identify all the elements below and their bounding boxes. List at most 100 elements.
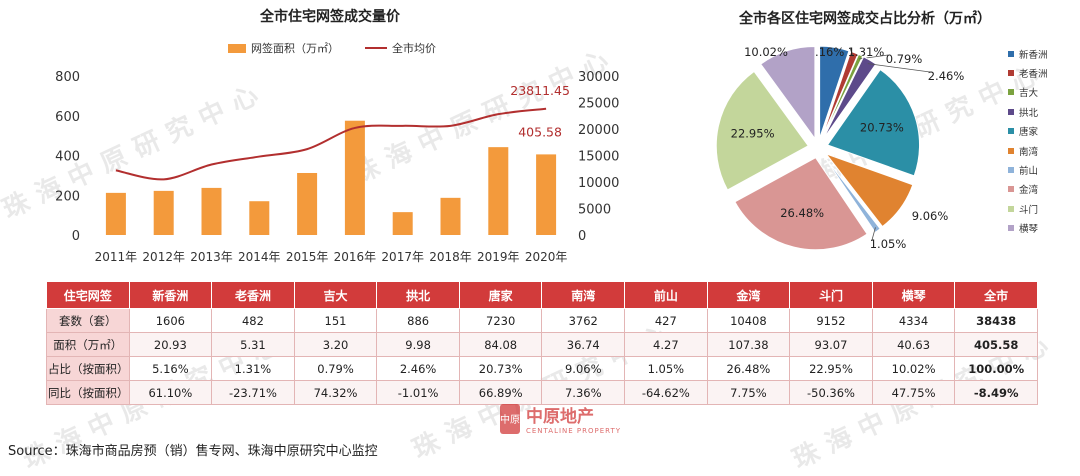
y-right-tick-label: 10000 <box>578 176 619 191</box>
y-right-tick-label: 5000 <box>578 203 611 218</box>
table-cell: 9.98 <box>376 332 460 357</box>
table-cell: 7.75% <box>706 380 791 405</box>
source-note: Source：珠海市商品房预（销）售专网、珠海中原研究中心监控 <box>8 444 378 459</box>
pie-legend-item: 拱北 <box>1008 102 1048 121</box>
table-total-cell: 405.58 <box>954 332 1038 357</box>
table-row: 同比（按面积） 61.10% -23.71% 74.32% -1.01% 66.89% 7.… <box>46 380 1038 405</box>
table-cell: 1.05% <box>624 356 708 381</box>
centaline-logo: 中原 中原地产 CENTALINE PROPERTY <box>500 402 621 435</box>
table-row: 面积（万㎡） 20.93 5.31 3.20 9.98 84.08 36.74 4.27 107… <box>46 332 1038 357</box>
legend-item-price: 全市均价 <box>365 40 436 56</box>
table-cell: 151 <box>293 308 378 333</box>
table-header-cell: 老香洲 <box>211 281 295 309</box>
pie-legend-item: 吉大 <box>1008 83 1048 102</box>
bar <box>440 197 461 235</box>
pie-legend-swatch <box>1008 89 1014 96</box>
x-tick-label: 2012年 <box>142 250 185 264</box>
bar <box>153 190 174 235</box>
table-cell: 10408 <box>706 308 791 333</box>
pie-legend-swatch <box>1008 70 1014 77</box>
pie-legend-item: 新香洲 <box>1008 44 1048 63</box>
x-tick-label: 2014年 <box>238 250 281 264</box>
pie-slice-label: 1.05% <box>870 237 907 251</box>
combo-chart-title: 全市住宅网签成交量价 <box>260 9 400 25</box>
y-left-tick-label: 600 <box>55 110 80 125</box>
pie-legend-item: 金湾 <box>1008 180 1048 199</box>
pie-legend-item: 唐家 <box>1008 122 1048 141</box>
pie-slice <box>821 53 864 140</box>
pie-legend-item: 老香洲 <box>1008 63 1048 82</box>
bar <box>536 154 557 235</box>
table-cell: -50.36% <box>789 380 873 405</box>
pie-legend-label: 老香洲 <box>1019 69 1048 81</box>
table-header-cell: 金湾 <box>706 281 791 309</box>
table-header-cell: 住宅网签 <box>46 281 130 309</box>
pie-slice-label: 20.73% <box>860 121 904 135</box>
table-cell: 5.31 <box>211 332 295 357</box>
table-cell: 36.74 <box>541 332 626 357</box>
y-right-tick-label: 25000 <box>578 97 619 112</box>
table-row-label: 占比（按面积） <box>46 356 130 381</box>
y-left-tick-label: 200 <box>55 189 80 204</box>
table-cell: 66.89% <box>458 380 543 405</box>
y-left-tick-label: 800 <box>55 70 80 85</box>
x-tick-label: 2019年 <box>477 250 520 264</box>
pie-legend-label: 吉大 <box>1019 88 1039 100</box>
pie-legend-label: 新香洲 <box>1019 49 1048 61</box>
legend-swatch-line <box>365 47 387 49</box>
pie-legend-label: 唐家 <box>1019 127 1039 139</box>
table-cell: 427 <box>624 308 708 333</box>
table-row-label: 同比（按面积） <box>46 380 130 405</box>
pie-chart: 5.16% 1.31% 0.79% 2.46% 20.73% 9.06% 1.05% 26.4… <box>715 45 964 251</box>
y-right-tick-label: 0 <box>578 229 586 244</box>
logo-name: 中原地产 <box>526 407 594 427</box>
y-right-tick-label: 30000 <box>578 70 619 85</box>
table-cell: 1.31% <box>211 356 295 381</box>
legend-item-area: 网签面积（万㎡） <box>228 40 339 56</box>
table-total-cell: 38438 <box>954 308 1038 333</box>
table-cell: 7230 <box>458 308 543 333</box>
combo-chart-legend: 网签面积（万㎡） 全市均价 <box>228 40 436 56</box>
pie-legend-swatch <box>1008 225 1014 232</box>
table-header-cell: 唐家 <box>458 281 543 309</box>
legend-swatch-bar <box>228 43 246 53</box>
pie-legend-label: 拱北 <box>1019 107 1039 119</box>
table-cell: 886 <box>376 308 460 333</box>
pie-slice <box>734 157 868 251</box>
bar <box>105 192 126 235</box>
bar <box>392 212 413 235</box>
pie-legend-swatch <box>1008 167 1014 174</box>
table-row: 占比（按面积） 5.16% 1.31% 0.79% 2.46% 20.73% 9.06% 1.… <box>46 356 1038 381</box>
table-cell: 20.93 <box>128 332 213 357</box>
pie-legend-swatch <box>1008 205 1014 212</box>
table-cell: 1606 <box>128 308 213 333</box>
table-total-cell: -8.49% <box>954 380 1038 405</box>
pie-slice-label: 9.06% <box>912 209 949 223</box>
table-row: 套数（套） 1606 482 151 886 7230 3762 427 10408 9152 43… <box>46 308 1038 333</box>
pie-legend-label: 横琴 <box>1019 224 1039 236</box>
bar <box>201 187 222 235</box>
pie-leader-line <box>867 63 931 73</box>
pie-leader-line <box>849 47 854 57</box>
bar <box>297 172 318 235</box>
pie-legend-swatch <box>1008 50 1014 57</box>
pie-legend-swatch <box>1008 108 1014 115</box>
y-right-tick-label: 15000 <box>578 150 619 165</box>
pie-legend-item: 南湾 <box>1008 141 1048 160</box>
table-cell: -64.62% <box>624 380 708 405</box>
table-cell: 9.06% <box>541 356 626 381</box>
pie-legend-item: 横琴 <box>1008 219 1048 238</box>
table-header-cell: 全市 <box>954 281 1038 309</box>
table-cell: 9152 <box>789 308 873 333</box>
pie-slice-label: 1.31% <box>848 45 885 59</box>
y-right-tick-label: 20000 <box>578 123 619 138</box>
table-header-cell: 斗门 <box>789 281 873 309</box>
pie-slice <box>760 45 816 141</box>
table-header-cell: 拱北 <box>376 281 460 309</box>
bar <box>344 120 365 235</box>
table-cell: 0.79% <box>293 356 378 381</box>
pie-slice <box>715 70 809 191</box>
pie-slice-label: 0.79% <box>886 52 923 66</box>
pie-legend-label: 南湾 <box>1019 146 1039 158</box>
x-tick-label: 2016年 <box>334 250 377 264</box>
